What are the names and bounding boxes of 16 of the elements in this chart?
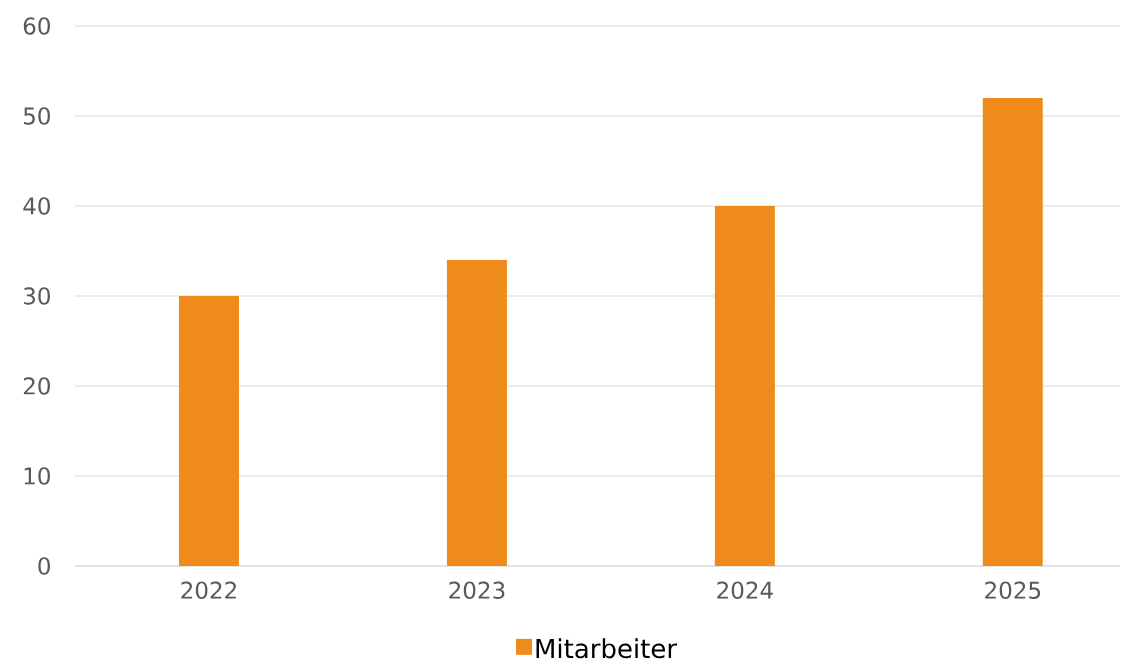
bar: [178, 296, 239, 566]
legend-label: Mitarbeiter: [536, 638, 678, 659]
y-tick-label: 50: [23, 107, 50, 125]
y-tick-label: 60: [23, 17, 50, 35]
y-tick-label: 40: [23, 197, 50, 215]
y-tick-label: 30: [23, 287, 50, 305]
x-tick-label: 2025: [985, 581, 1041, 599]
x-tick-label: 2023: [449, 581, 505, 599]
y-tick-label: 10: [24, 467, 50, 485]
x-tick-label: 2024: [717, 581, 773, 599]
y-tick-label: 0: [38, 557, 50, 575]
bar: [714, 206, 775, 566]
bar: [446, 260, 507, 566]
x-tick-label: 2022: [181, 581, 236, 599]
bar: [982, 98, 1043, 566]
y-tick-label: 20: [23, 377, 50, 395]
